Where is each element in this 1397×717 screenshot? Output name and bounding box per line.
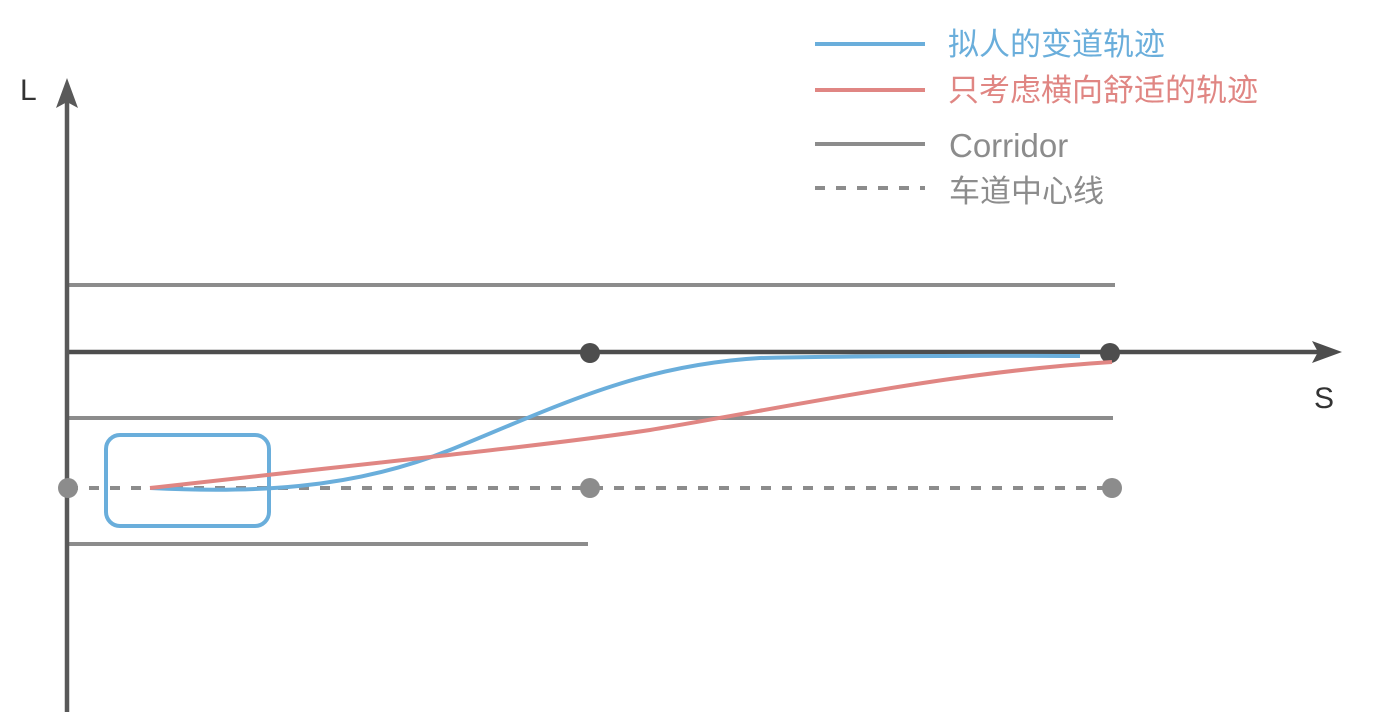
center-line-point-mid: [580, 478, 600, 498]
legend-item-lateral-comfort: 只考虑横向舒适的轨迹: [815, 73, 1258, 109]
center-line-point-end: [1102, 478, 1122, 498]
human-like-trajectory: [149, 353, 1081, 492]
legend-label-corridor: Corridor: [949, 127, 1068, 164]
legend: 拟人的变道轨迹 只考虑横向舒适的轨迹 Corridor 车道中心线: [815, 27, 1258, 210]
legend-label-human-like: 拟人的变道轨迹: [948, 27, 1165, 63]
legend-item-lane-center: 车道中心线: [815, 174, 1104, 210]
legend-label-lane-center: 车道中心线: [949, 174, 1104, 210]
s-axis-arrowhead: [1312, 341, 1342, 363]
ego-vehicle-box: [104, 433, 271, 528]
s-axis-label: S: [1314, 382, 1334, 415]
center-line-point-start: [58, 478, 78, 498]
target-lane-point-mid: [580, 343, 600, 363]
l-axis-label: L: [20, 74, 37, 107]
legend-label-lateral-comfort: 只考虑横向舒适的轨迹: [948, 73, 1258, 109]
legend-item-corridor: Corridor: [815, 127, 1068, 164]
lateral-comfort-trajectory: [149, 360, 1113, 490]
l-axis-arrowhead: [56, 78, 78, 108]
legend-item-human-like: 拟人的变道轨迹: [815, 27, 1165, 63]
target-lane-point-end: [1100, 343, 1120, 363]
